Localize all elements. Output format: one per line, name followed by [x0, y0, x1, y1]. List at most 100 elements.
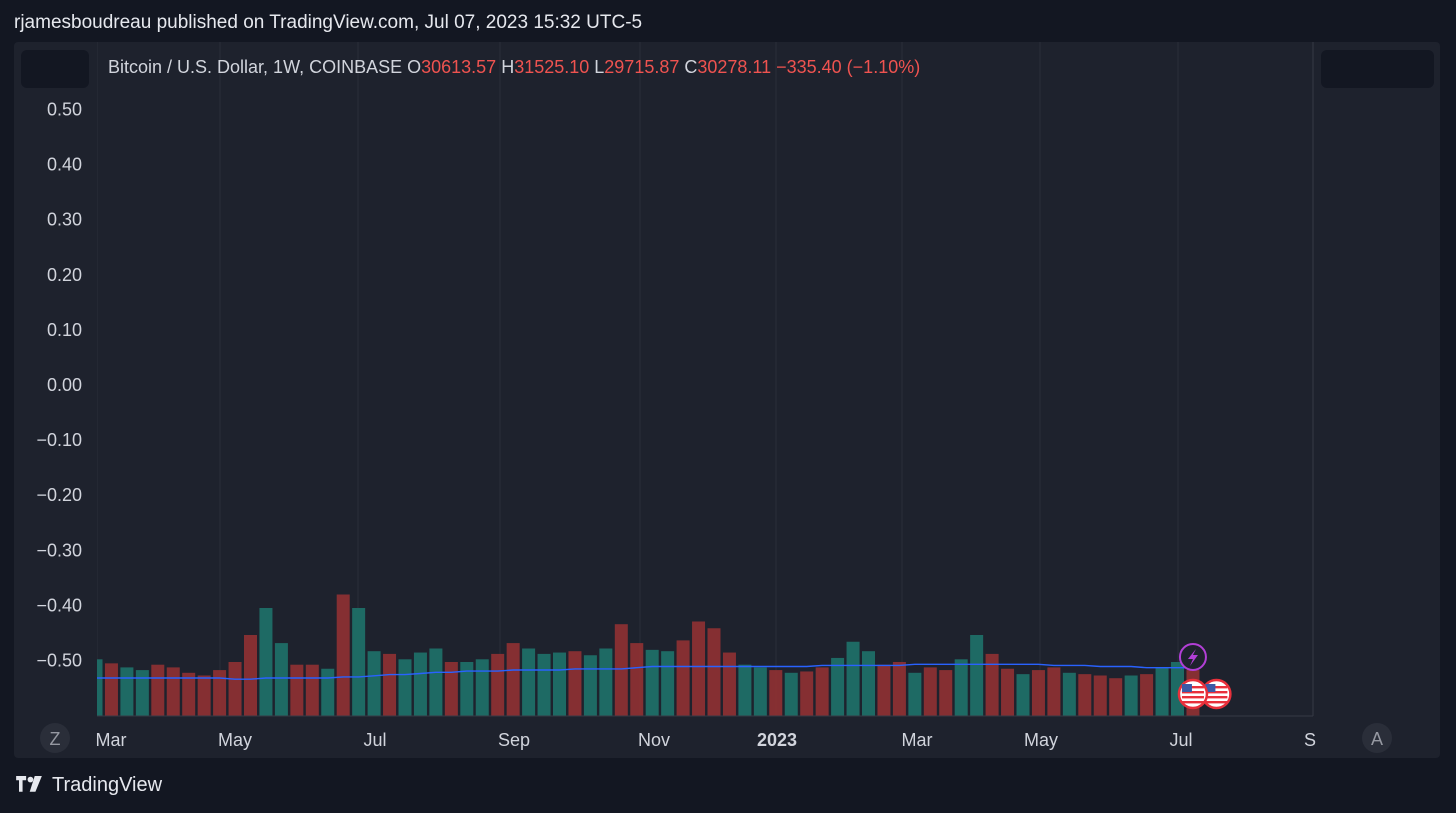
volume-bar [522, 648, 536, 716]
volume-bar [1047, 667, 1061, 716]
volume-bar [738, 664, 752, 716]
volume-bar [553, 652, 566, 716]
x-axis-label: May [218, 730, 252, 750]
left-axis-label: −0.10 [36, 430, 82, 450]
legend-open-label: O [407, 57, 421, 77]
volume-bar [336, 594, 350, 716]
volume-bar [290, 664, 304, 716]
legend-low-value: 29715.87 [604, 57, 684, 77]
volume-bar [135, 670, 149, 716]
left-axis-label: −0.50 [36, 651, 82, 671]
volume-bar [954, 659, 968, 716]
volume-bar [166, 667, 180, 716]
volume-bar [213, 670, 227, 716]
volume-bar [1140, 674, 1154, 716]
tradingview-logo-icon [16, 775, 42, 792]
volume-bar [460, 662, 474, 716]
left-axis-label: 0.10 [47, 320, 82, 340]
us-flag-icon-2-stripe [1205, 696, 1228, 699]
us-flag-icon-2-stripe [1205, 691, 1228, 694]
volume-bar [583, 655, 597, 716]
left-axis-label: 0.20 [47, 265, 82, 285]
volume-bar [537, 653, 551, 716]
volume-bar [491, 653, 505, 716]
volume-bar [800, 671, 814, 716]
volume-bar [939, 670, 953, 716]
volume-bar [97, 659, 103, 716]
volume-bar [259, 608, 273, 716]
volume-bar [769, 670, 783, 716]
volume-bar [862, 651, 875, 716]
x-axis-label: May [1024, 730, 1058, 750]
us-flag-icon-2-stripe [1205, 701, 1228, 704]
left-axis-label: −0.20 [36, 485, 82, 505]
volume-bar [970, 635, 984, 716]
volume-bar [630, 643, 644, 716]
volume-bar [676, 640, 690, 716]
left-axis-label: 0.00 [47, 375, 82, 395]
volume-bar [645, 649, 659, 716]
volume-bar [614, 624, 628, 716]
us-flag-icon-2-stripe [1205, 686, 1228, 689]
volume-bar [120, 667, 134, 716]
volume-bar [892, 662, 906, 716]
volume-bar [413, 652, 427, 716]
us-flag-icon-stripe [1181, 701, 1204, 704]
volume-bar [305, 664, 319, 716]
volume-bar [784, 672, 798, 716]
us-flag-icon-stripe [1181, 686, 1204, 689]
volume-bar [429, 648, 443, 716]
volume-bar [1001, 668, 1015, 716]
volume-bar [1078, 674, 1092, 716]
auto-scale-button-label: A [1371, 729, 1383, 749]
volume-bar [753, 667, 767, 716]
volume-bar [228, 662, 242, 716]
left-axis-label: 0.40 [47, 155, 82, 175]
us-flag-icon-stripe [1181, 691, 1204, 694]
volume-bar [1062, 672, 1076, 716]
x-axis-label: Nov [638, 730, 670, 750]
tradingview-brand[interactable]: TradingView [14, 774, 162, 797]
published-line: rjamesboudreau published on TradingView.… [14, 12, 643, 33]
volume-bar [1093, 675, 1107, 716]
volume-bar [1109, 678, 1123, 716]
right-axis-top-mask [1313, 30, 1440, 42]
volume-bar [197, 675, 211, 716]
volume-bar [352, 608, 366, 716]
volume-bar [877, 664, 891, 716]
volume-bar [908, 672, 922, 716]
volume-bar [985, 653, 999, 716]
left-axis-label: 0.50 [47, 100, 82, 120]
brand-name: TradingView [52, 774, 163, 796]
legend-low-label: L [594, 57, 604, 77]
top-right-box [1321, 50, 1434, 88]
x-axis-label: Jul [1169, 730, 1192, 750]
volume-bar [661, 651, 675, 716]
flash-icon-bolt [1187, 649, 1198, 666]
volume-bar [692, 621, 706, 716]
log-scale-button [40, 723, 70, 753]
left-axis-label: −0.40 [36, 595, 82, 615]
volume-bar [244, 635, 257, 716]
x-axis-label: 2023 [757, 730, 797, 750]
auto-scale-button [1362, 723, 1392, 753]
volume-bar [1124, 675, 1138, 716]
volume-bar [444, 662, 458, 716]
volume-bar [568, 651, 582, 716]
volume-bar [831, 657, 845, 716]
volume-bar [182, 672, 196, 716]
us-flag-icon-stripe [1181, 696, 1204, 699]
legend-high-label: H [501, 57, 514, 77]
volume-bar [1031, 670, 1045, 716]
x-axis-label: Mar [902, 730, 933, 750]
volume-bar [398, 659, 412, 716]
left-axis-label: −0.30 [36, 540, 82, 560]
volume-bar [274, 643, 288, 716]
volume-bar [1016, 674, 1030, 716]
volume-ma-line [97, 663, 1193, 680]
volume-bar [321, 668, 335, 716]
volume-bar [104, 663, 118, 716]
legend-close-label: C [684, 57, 697, 77]
volume-bar [1155, 667, 1169, 716]
